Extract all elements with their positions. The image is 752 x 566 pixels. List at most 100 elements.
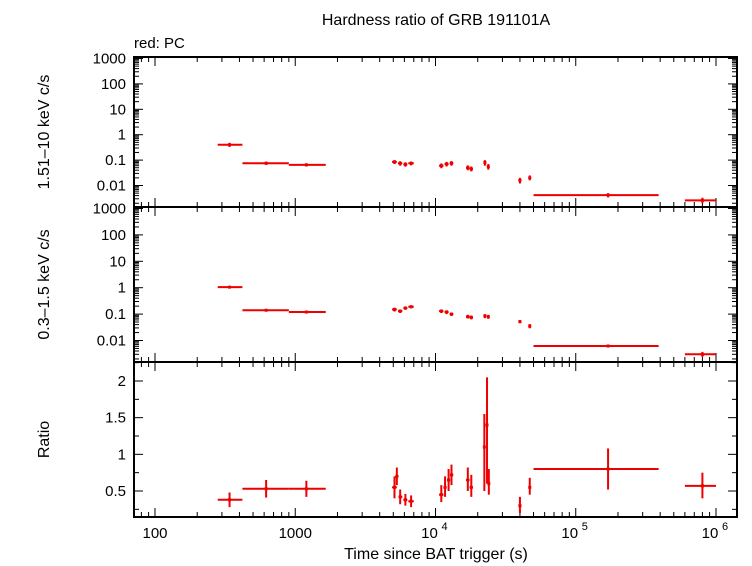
x-tick-label-exponent: 6 xyxy=(722,521,728,533)
data-marker xyxy=(392,485,396,489)
data-point xyxy=(397,309,403,314)
data-marker xyxy=(409,305,413,309)
x-tick-label-exponent: 5 xyxy=(582,521,588,533)
data-point xyxy=(487,469,491,495)
data-point xyxy=(403,306,408,310)
panel-frame-hard-band xyxy=(133,56,738,208)
data-marker xyxy=(445,162,449,166)
data-marker xyxy=(700,352,704,356)
data-point xyxy=(528,477,532,495)
data-point xyxy=(403,493,408,506)
data-point xyxy=(443,476,447,497)
data-marker xyxy=(304,163,308,167)
data-marker xyxy=(264,487,268,491)
data-point xyxy=(482,414,486,491)
y-tick-label: 1000 xyxy=(93,201,126,218)
x-tick-label: 10 xyxy=(702,525,719,542)
data-marker xyxy=(469,315,473,319)
data-point xyxy=(444,310,449,315)
data-point xyxy=(486,314,490,319)
data-marker xyxy=(700,484,704,488)
data-marker xyxy=(469,485,473,489)
data-marker xyxy=(487,482,491,486)
data-point xyxy=(528,324,532,329)
data-point xyxy=(398,489,403,505)
data-point xyxy=(439,309,444,314)
data-point xyxy=(392,476,397,499)
data-marker xyxy=(466,166,470,170)
data-point xyxy=(439,163,444,169)
data-marker xyxy=(403,306,407,310)
y-tick-label: 10 xyxy=(109,101,126,118)
y-tick-label: 1.5 xyxy=(105,410,126,427)
data-marker xyxy=(304,487,308,491)
data-point xyxy=(392,307,397,312)
data-marker xyxy=(439,164,443,168)
data-marker xyxy=(409,161,413,165)
data-point xyxy=(408,161,414,166)
data-marker xyxy=(606,193,610,197)
x-tick-label-exponent: 4 xyxy=(442,521,448,533)
data-marker xyxy=(449,161,453,165)
data-point xyxy=(439,485,444,502)
data-point xyxy=(466,467,470,491)
data-marker xyxy=(518,320,522,324)
data-point xyxy=(486,164,490,170)
data-point xyxy=(466,165,470,171)
data-marker xyxy=(264,308,268,312)
data-point xyxy=(242,161,289,165)
data-marker xyxy=(439,493,443,497)
y-tick-label: 100 xyxy=(101,227,126,244)
data-point xyxy=(469,474,473,497)
data-marker xyxy=(443,485,447,489)
y-tick-label: 10 xyxy=(109,253,126,270)
data-point xyxy=(533,193,659,198)
data-point xyxy=(217,492,243,508)
data-point xyxy=(288,480,326,497)
y-tick-label: 1 xyxy=(118,127,126,144)
data-point xyxy=(469,166,473,172)
panel-frame-soft-band xyxy=(133,206,738,363)
data-marker xyxy=(466,315,470,319)
x-tick-label: 1000 xyxy=(279,525,312,542)
data-point xyxy=(392,160,397,165)
data-marker xyxy=(606,344,610,348)
data-marker xyxy=(228,285,232,289)
data-point xyxy=(518,319,522,324)
data-point xyxy=(684,197,716,204)
data-marker xyxy=(398,161,402,165)
y-tick-label: 100 xyxy=(101,76,126,93)
data-marker xyxy=(228,143,232,147)
y-tick-label: 0.01 xyxy=(97,333,126,350)
y-axis-label-hard-band: 1.51–10 keV c/s xyxy=(36,75,53,190)
data-marker xyxy=(528,324,532,328)
y-tick-label: 0.5 xyxy=(105,483,126,500)
data-point xyxy=(408,495,414,508)
data-point xyxy=(408,305,414,309)
data-point xyxy=(447,469,451,491)
data-point xyxy=(217,142,243,147)
data-marker xyxy=(445,310,449,314)
x-tick-label: 100 xyxy=(142,525,167,542)
data-marker xyxy=(264,161,268,165)
data-marker xyxy=(483,314,487,318)
data-point xyxy=(684,351,716,357)
data-point xyxy=(449,161,454,166)
data-marker xyxy=(304,310,308,314)
y-tick-label: 1 xyxy=(118,280,126,297)
data-point xyxy=(397,161,403,166)
data-marker xyxy=(700,198,704,202)
data-marker xyxy=(482,445,486,449)
data-point xyxy=(528,175,532,181)
data-marker xyxy=(449,312,453,316)
data-point xyxy=(469,315,473,320)
data-marker xyxy=(409,499,413,503)
data-marker xyxy=(606,467,610,471)
data-point xyxy=(449,312,454,316)
data-marker xyxy=(439,309,443,313)
data-point xyxy=(395,467,399,486)
data-marker xyxy=(228,498,232,502)
x-tick-label: 10 xyxy=(421,525,438,542)
data-point xyxy=(242,308,289,312)
